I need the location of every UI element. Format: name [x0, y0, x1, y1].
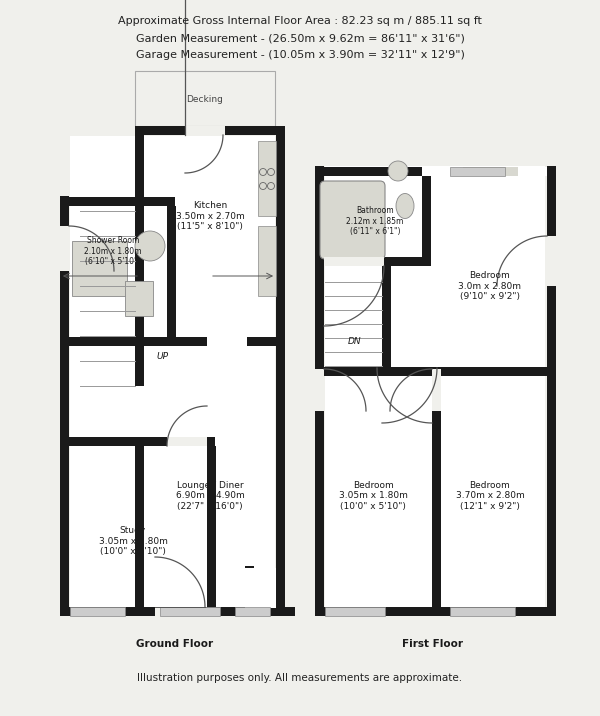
Text: Illustration purposes only. All measurements are approximate.: Illustration purposes only. All measurem…	[137, 673, 463, 683]
Bar	[60, 337, 175, 346]
Text: Bedroom
3.70m x 2.80m
(12'1" x 9'2"): Bedroom 3.70m x 2.80m (12'1" x 9'2")	[455, 481, 524, 511]
Bar	[135, 337, 276, 346]
Bar	[315, 367, 547, 376]
Bar	[547, 166, 556, 616]
Bar	[60, 437, 215, 446]
Bar	[207, 446, 216, 616]
Bar	[325, 607, 385, 616]
Bar	[432, 369, 441, 411]
Bar	[258, 226, 276, 296]
Bar	[382, 258, 391, 376]
Bar	[167, 437, 207, 446]
Bar	[135, 446, 144, 616]
Text: DN: DN	[348, 337, 362, 346]
Bar	[315, 167, 555, 176]
Bar	[315, 369, 324, 411]
Bar	[60, 197, 175, 206]
Bar	[245, 566, 254, 616]
Text: Garden Measurement - (26.50m x 9.62m = 86'11" x 31'6"): Garden Measurement - (26.50m x 9.62m = 8…	[136, 33, 464, 43]
Text: Shower Room
2.10m x 1.80m
(6'10" x 5'10"): Shower Room 2.10m x 1.80m (6'10" x 5'10"…	[84, 236, 142, 266]
Bar	[160, 607, 220, 616]
Bar	[235, 607, 270, 616]
Bar	[207, 337, 247, 346]
Text: Garage Measurement - (10.05m x 3.90m = 32'11" x 12'9"): Garage Measurement - (10.05m x 3.90m = 3…	[136, 50, 464, 60]
Bar	[60, 196, 69, 346]
Bar	[185, 126, 225, 135]
Bar	[245, 568, 276, 608]
Bar	[60, 346, 69, 616]
Text: Lounge / Diner
6.90m x 4.90m
(22'7" x 16'0"): Lounge / Diner 6.90m x 4.90m (22'7" x 16…	[176, 481, 244, 511]
Bar	[315, 257, 430, 266]
Bar	[547, 236, 556, 286]
Text: First Floor: First Floor	[401, 639, 463, 649]
Bar	[167, 206, 176, 346]
Ellipse shape	[396, 193, 414, 218]
Circle shape	[135, 231, 165, 261]
Bar	[315, 258, 324, 376]
Circle shape	[388, 161, 408, 181]
Bar	[70, 136, 275, 616]
Text: UP: UP	[156, 352, 168, 360]
Text: Approximate Gross Internal Floor Area : 82.23 sq m / 885.11 sq ft: Approximate Gross Internal Floor Area : …	[118, 16, 482, 26]
Bar	[276, 126, 285, 616]
Bar	[155, 607, 205, 616]
Bar	[60, 226, 69, 271]
Bar	[315, 257, 430, 266]
Text: Bedroom
3.05m x 1.80m
(10'0" x 5'10"): Bedroom 3.05m x 1.80m (10'0" x 5'10")	[338, 481, 407, 511]
Text: Kitchen
3.50m x 2.70m
(11'5" x 8'10"): Kitchen 3.50m x 2.70m (11'5" x 8'10")	[176, 201, 244, 231]
Text: Ground Floor: Ground Floor	[136, 639, 214, 649]
Text: Bathroom
2.12m x 1.85m
(6'11" x 6'1"): Bathroom 2.12m x 1.85m (6'11" x 6'1")	[346, 206, 404, 236]
Bar	[422, 168, 431, 266]
Bar	[450, 607, 515, 616]
Bar	[245, 607, 276, 616]
Text: Bedroom
3.0m x 2.80m
(9'10" x 9'2"): Bedroom 3.0m x 2.80m (9'10" x 9'2")	[458, 271, 521, 301]
Bar	[450, 167, 505, 176]
Bar	[135, 135, 144, 386]
Bar	[315, 166, 324, 616]
Bar	[258, 141, 276, 216]
Bar	[315, 607, 555, 616]
Text: Study
3.05m x 1.80m
(10'0" x 5'10"): Study 3.05m x 1.80m (10'0" x 5'10")	[98, 526, 167, 556]
Bar	[324, 257, 384, 266]
Bar	[463, 167, 518, 176]
Bar	[325, 166, 545, 616]
Text: Decking: Decking	[187, 95, 223, 104]
Bar	[72, 241, 127, 296]
Bar	[422, 167, 547, 176]
Bar	[135, 126, 285, 135]
Bar	[125, 281, 153, 316]
FancyBboxPatch shape	[320, 181, 385, 259]
Bar	[70, 607, 125, 616]
Bar	[135, 71, 275, 126]
Bar	[60, 607, 295, 616]
Bar	[432, 368, 441, 616]
